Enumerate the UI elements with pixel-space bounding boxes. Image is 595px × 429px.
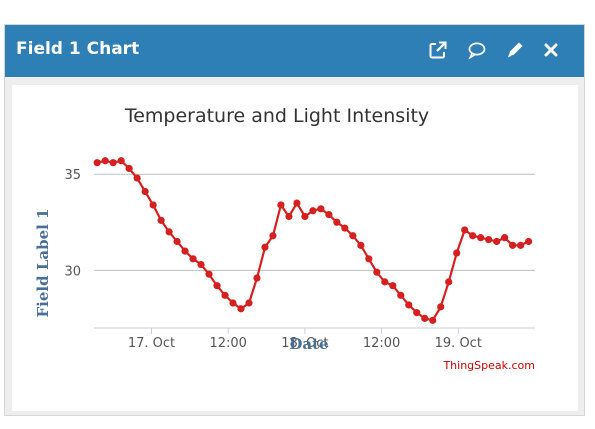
- data-point: [509, 241, 517, 249]
- data-point: [429, 316, 437, 324]
- data-point: [165, 228, 173, 236]
- data-point: [221, 291, 229, 299]
- chart-title: Temperature and Light Intensity: [124, 105, 429, 127]
- data-point: [149, 201, 157, 209]
- data-point: [349, 232, 357, 240]
- x-tick-label: 17. Oct: [128, 336, 175, 351]
- data-point: [301, 212, 309, 221]
- data-point: [389, 282, 397, 290]
- data-point: [237, 305, 245, 313]
- data-point: [245, 299, 253, 307]
- external-link-icon[interactable]: [427, 39, 449, 61]
- chart-area: Temperature and Light Intensity 30 35 17. …: [12, 85, 578, 411]
- x-tick-label: 19. Oct: [435, 336, 482, 351]
- x-tick-label: 12:00: [363, 336, 400, 351]
- data-point: [405, 301, 413, 309]
- data-point: [229, 299, 237, 307]
- x-tick-label: 12:00: [209, 336, 246, 351]
- data-point: [325, 210, 333, 219]
- data-point: [277, 201, 285, 209]
- data-point: [413, 309, 421, 317]
- data-point: [485, 235, 493, 244]
- y-tick-label: 35: [64, 168, 81, 183]
- data-point: [93, 159, 101, 167]
- data-point: [141, 187, 149, 196]
- data-point: [293, 199, 301, 207]
- data-point: [437, 303, 445, 311]
- data-point: [501, 234, 509, 242]
- data-point: [117, 157, 125, 165]
- widget-title: Field 1 Chart: [16, 39, 140, 59]
- credit-link[interactable]: ThingSpeak.com: [442, 359, 535, 372]
- data-point: [125, 164, 133, 173]
- data-point: [173, 237, 181, 246]
- data-point: [493, 237, 501, 246]
- data-point: [357, 241, 365, 249]
- data-point: [261, 243, 269, 251]
- comment-icon[interactable]: [466, 39, 488, 61]
- data-point: [285, 212, 293, 221]
- pencil-icon[interactable]: [504, 39, 526, 61]
- chart-widget: Field 1 Chart: [4, 24, 585, 416]
- data-point: [525, 237, 533, 246]
- data-point: [453, 249, 461, 257]
- line-chart: Temperature and Light Intensity 30 35 17. …: [34, 105, 535, 372]
- widget-header: Field 1 Chart: [5, 25, 584, 77]
- data-point: [445, 278, 453, 286]
- data-point: [421, 314, 429, 322]
- data-point: [333, 218, 341, 226]
- x-tick-label: 18. Oct: [281, 336, 328, 351]
- close-icon[interactable]: [540, 39, 562, 61]
- y-axis-label: Field Label 1: [34, 209, 52, 318]
- data-point: [253, 274, 261, 282]
- series-line: [96, 159, 530, 322]
- data-point: [205, 270, 213, 278]
- data-point: [181, 247, 189, 255]
- data-point: [365, 255, 373, 263]
- x-axis-label: Date: [289, 335, 328, 353]
- data-point: [373, 268, 381, 276]
- data-point: [157, 216, 165, 224]
- data-point: [317, 205, 325, 213]
- data-point: [341, 224, 349, 232]
- data-point: [269, 232, 277, 240]
- data-point: [397, 291, 405, 299]
- data-point: [101, 157, 109, 165]
- data-point: [461, 226, 469, 234]
- data-point: [109, 159, 117, 167]
- data-point: [197, 260, 205, 269]
- data-point: [189, 255, 197, 263]
- data-point: [469, 232, 477, 240]
- data-point: [213, 282, 221, 290]
- y-tick-label: 30: [64, 264, 81, 279]
- data-point: [517, 241, 525, 249]
- data-point: [133, 174, 141, 182]
- data-point: [309, 207, 317, 215]
- data-point: [381, 278, 389, 286]
- data-point: [477, 234, 485, 242]
